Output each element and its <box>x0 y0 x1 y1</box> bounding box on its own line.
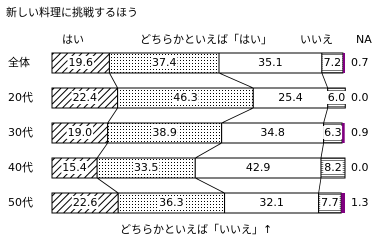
value-label: 35.1 <box>258 56 283 69</box>
value-label: 36.3 <box>159 196 184 209</box>
label-background <box>320 196 340 209</box>
value-label: 37.4 <box>152 56 177 69</box>
value-label: 1.3 <box>351 196 369 209</box>
label-background <box>259 126 286 139</box>
value-label: 34.8 <box>260 126 285 139</box>
category-label: 全体 <box>8 55 30 69</box>
legend-label: どちらかといえば「はい」 <box>140 33 272 46</box>
label-background <box>277 91 304 104</box>
label-background <box>132 161 160 174</box>
value-label: 38.9 <box>152 126 177 139</box>
bar-segment <box>342 123 345 143</box>
legend-label: どちらかといえば「いいえ」↑ <box>120 223 272 236</box>
bar-segment <box>342 53 345 73</box>
value-label: 33.5 <box>134 161 159 174</box>
category-label: 40代 <box>8 161 33 174</box>
legend-label: NA <box>356 33 372 46</box>
chart-title: 新しい料理に挑戦するほう <box>6 5 138 19</box>
connector <box>318 177 322 194</box>
connector <box>195 142 222 159</box>
value-label: 19.0 <box>68 126 93 139</box>
connector <box>321 72 329 89</box>
connector <box>195 177 225 194</box>
connector <box>218 72 254 89</box>
value-label: 0.7 <box>351 56 369 69</box>
value-label: 0.0 <box>351 91 369 104</box>
label-background <box>151 126 178 139</box>
label-background <box>258 196 285 209</box>
label-background <box>172 91 199 104</box>
value-label: 42.9 <box>246 161 271 174</box>
value-label: 7.7 <box>321 196 339 209</box>
label-background <box>323 161 343 174</box>
value-label: 0.9 <box>351 126 369 139</box>
label-background <box>257 56 284 69</box>
label-background <box>67 56 94 69</box>
connector <box>320 142 325 159</box>
connector <box>96 177 119 194</box>
label-background <box>323 126 343 139</box>
value-label: 22.6 <box>73 196 98 209</box>
connector <box>221 107 254 124</box>
legend-label: いいえ <box>300 33 333 46</box>
label-background <box>71 196 99 209</box>
category-label: 20代 <box>8 91 33 104</box>
value-label: 22.4 <box>73 91 98 104</box>
bar-segment <box>341 193 345 213</box>
label-background <box>61 161 88 174</box>
label-background <box>322 56 343 69</box>
label-background <box>71 91 99 104</box>
value-label: 6.0 <box>328 91 346 104</box>
connector <box>323 107 329 124</box>
value-label: 25.4 <box>278 91 303 104</box>
label-background <box>150 56 178 69</box>
label-background <box>158 196 185 209</box>
category-label: 50代 <box>8 196 33 209</box>
connector <box>107 107 118 124</box>
value-label: 7.2 <box>324 56 342 69</box>
value-label: 15.4 <box>62 161 87 174</box>
connector <box>109 72 118 89</box>
value-label: 32.1 <box>259 196 284 209</box>
value-label: 46.3 <box>173 91 198 104</box>
value-label: 8.2 <box>324 161 342 174</box>
category-label: 30代 <box>8 126 33 139</box>
label-background <box>326 91 347 104</box>
connector <box>96 142 108 159</box>
label-background <box>244 161 272 174</box>
legend-label: はい <box>62 33 84 46</box>
value-label: 19.6 <box>68 56 93 69</box>
value-label: 6.3 <box>324 126 342 139</box>
value-label: 0.0 <box>351 161 369 174</box>
label-background <box>66 126 94 139</box>
